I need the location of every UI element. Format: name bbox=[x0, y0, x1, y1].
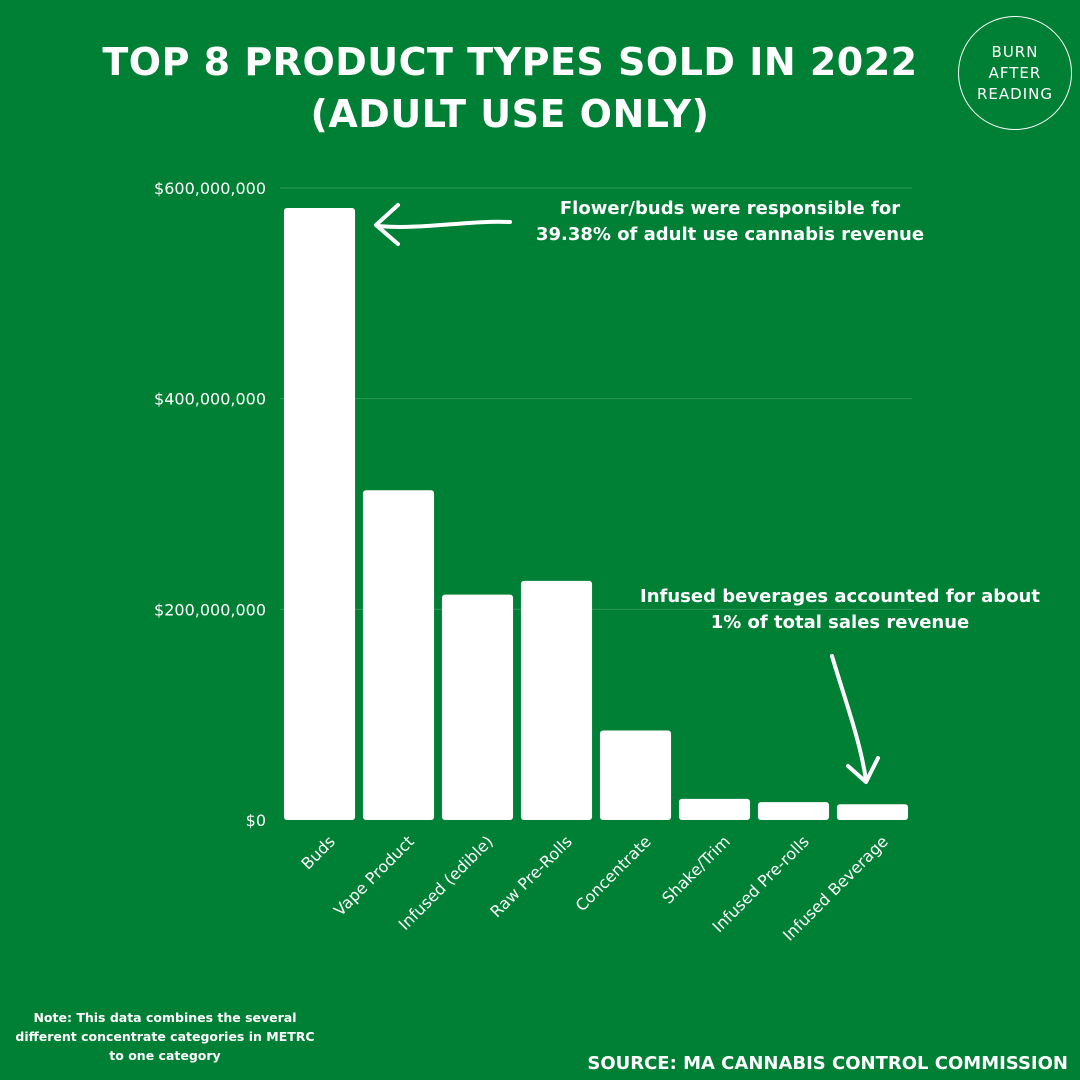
x-tick-label: Raw Pre-Rolls bbox=[486, 832, 575, 921]
annotation-arrows bbox=[374, 203, 880, 784]
buds-annotation-line-2: 39.38% of adult use cannabis revenue bbox=[535, 224, 925, 245]
logo-line-3: READING bbox=[977, 84, 1053, 103]
beverage-annotation-line-1: Infused beverages accounted for about bbox=[640, 586, 1040, 607]
x-tick-label: Shake/Trim bbox=[658, 832, 734, 908]
bar bbox=[283, 208, 356, 821]
arrow-to-beverage-head-icon bbox=[846, 756, 880, 784]
arrow-to-buds-head-icon bbox=[374, 203, 400, 246]
buds-annotation-line-1: Flower/buds were responsible for bbox=[559, 198, 901, 219]
beverage-annotation-line-2: 1% of total sales revenue bbox=[710, 612, 970, 633]
y-axis-ticks: $0 $200,000,000 $400,000,000 $600,000,000 bbox=[154, 179, 266, 830]
bar bbox=[362, 490, 435, 820]
x-tick-label: Vape Product bbox=[330, 832, 418, 920]
arrow-to-buds-icon bbox=[376, 219, 512, 229]
footnote-line-1: Note: This data combines the several bbox=[33, 1010, 297, 1025]
bar bbox=[441, 594, 514, 820]
logo-line-2: AFTER bbox=[988, 63, 1042, 82]
source-credit: SOURCE: MA CANNABIS CONTROL COMMISSION bbox=[587, 1053, 1068, 1074]
footnote: Note: This data combines the several dif… bbox=[0, 1008, 330, 1065]
y-tick-label: $400,000,000 bbox=[154, 390, 266, 409]
y-tick-label: $600,000,000 bbox=[154, 179, 266, 198]
beverage-annotation: Infused beverages accounted for about 1%… bbox=[610, 584, 1070, 636]
y-tick-label: $0 bbox=[246, 811, 266, 830]
bars bbox=[283, 208, 909, 821]
bar bbox=[678, 798, 751, 820]
bar bbox=[836, 804, 909, 820]
footnote-line-2: different concentrate categories in METR… bbox=[15, 1029, 315, 1044]
x-tick-label: Concentrate bbox=[572, 832, 655, 915]
title-line-1: TOP 8 PRODUCT TYPES SOLD IN 2022 bbox=[102, 40, 918, 84]
y-tick-label: $200,000,000 bbox=[154, 600, 266, 619]
arrow-to-beverage-icon bbox=[830, 654, 868, 782]
buds-annotation: Flower/buds were responsible for 39.38% … bbox=[520, 196, 940, 248]
bar bbox=[757, 802, 830, 820]
burn-after-reading-logo: BURN AFTER READING bbox=[958, 16, 1072, 130]
bar bbox=[599, 730, 672, 820]
logo-line-1: BURN bbox=[991, 42, 1039, 61]
title-line-2: (ADULT USE ONLY) bbox=[310, 92, 710, 136]
footnote-line-3: to one category bbox=[109, 1048, 221, 1063]
chart-title: TOP 8 PRODUCT TYPES SOLD IN 2022 (ADULT … bbox=[0, 36, 1020, 140]
bar bbox=[520, 580, 593, 820]
x-tick-label: Buds bbox=[297, 832, 338, 873]
